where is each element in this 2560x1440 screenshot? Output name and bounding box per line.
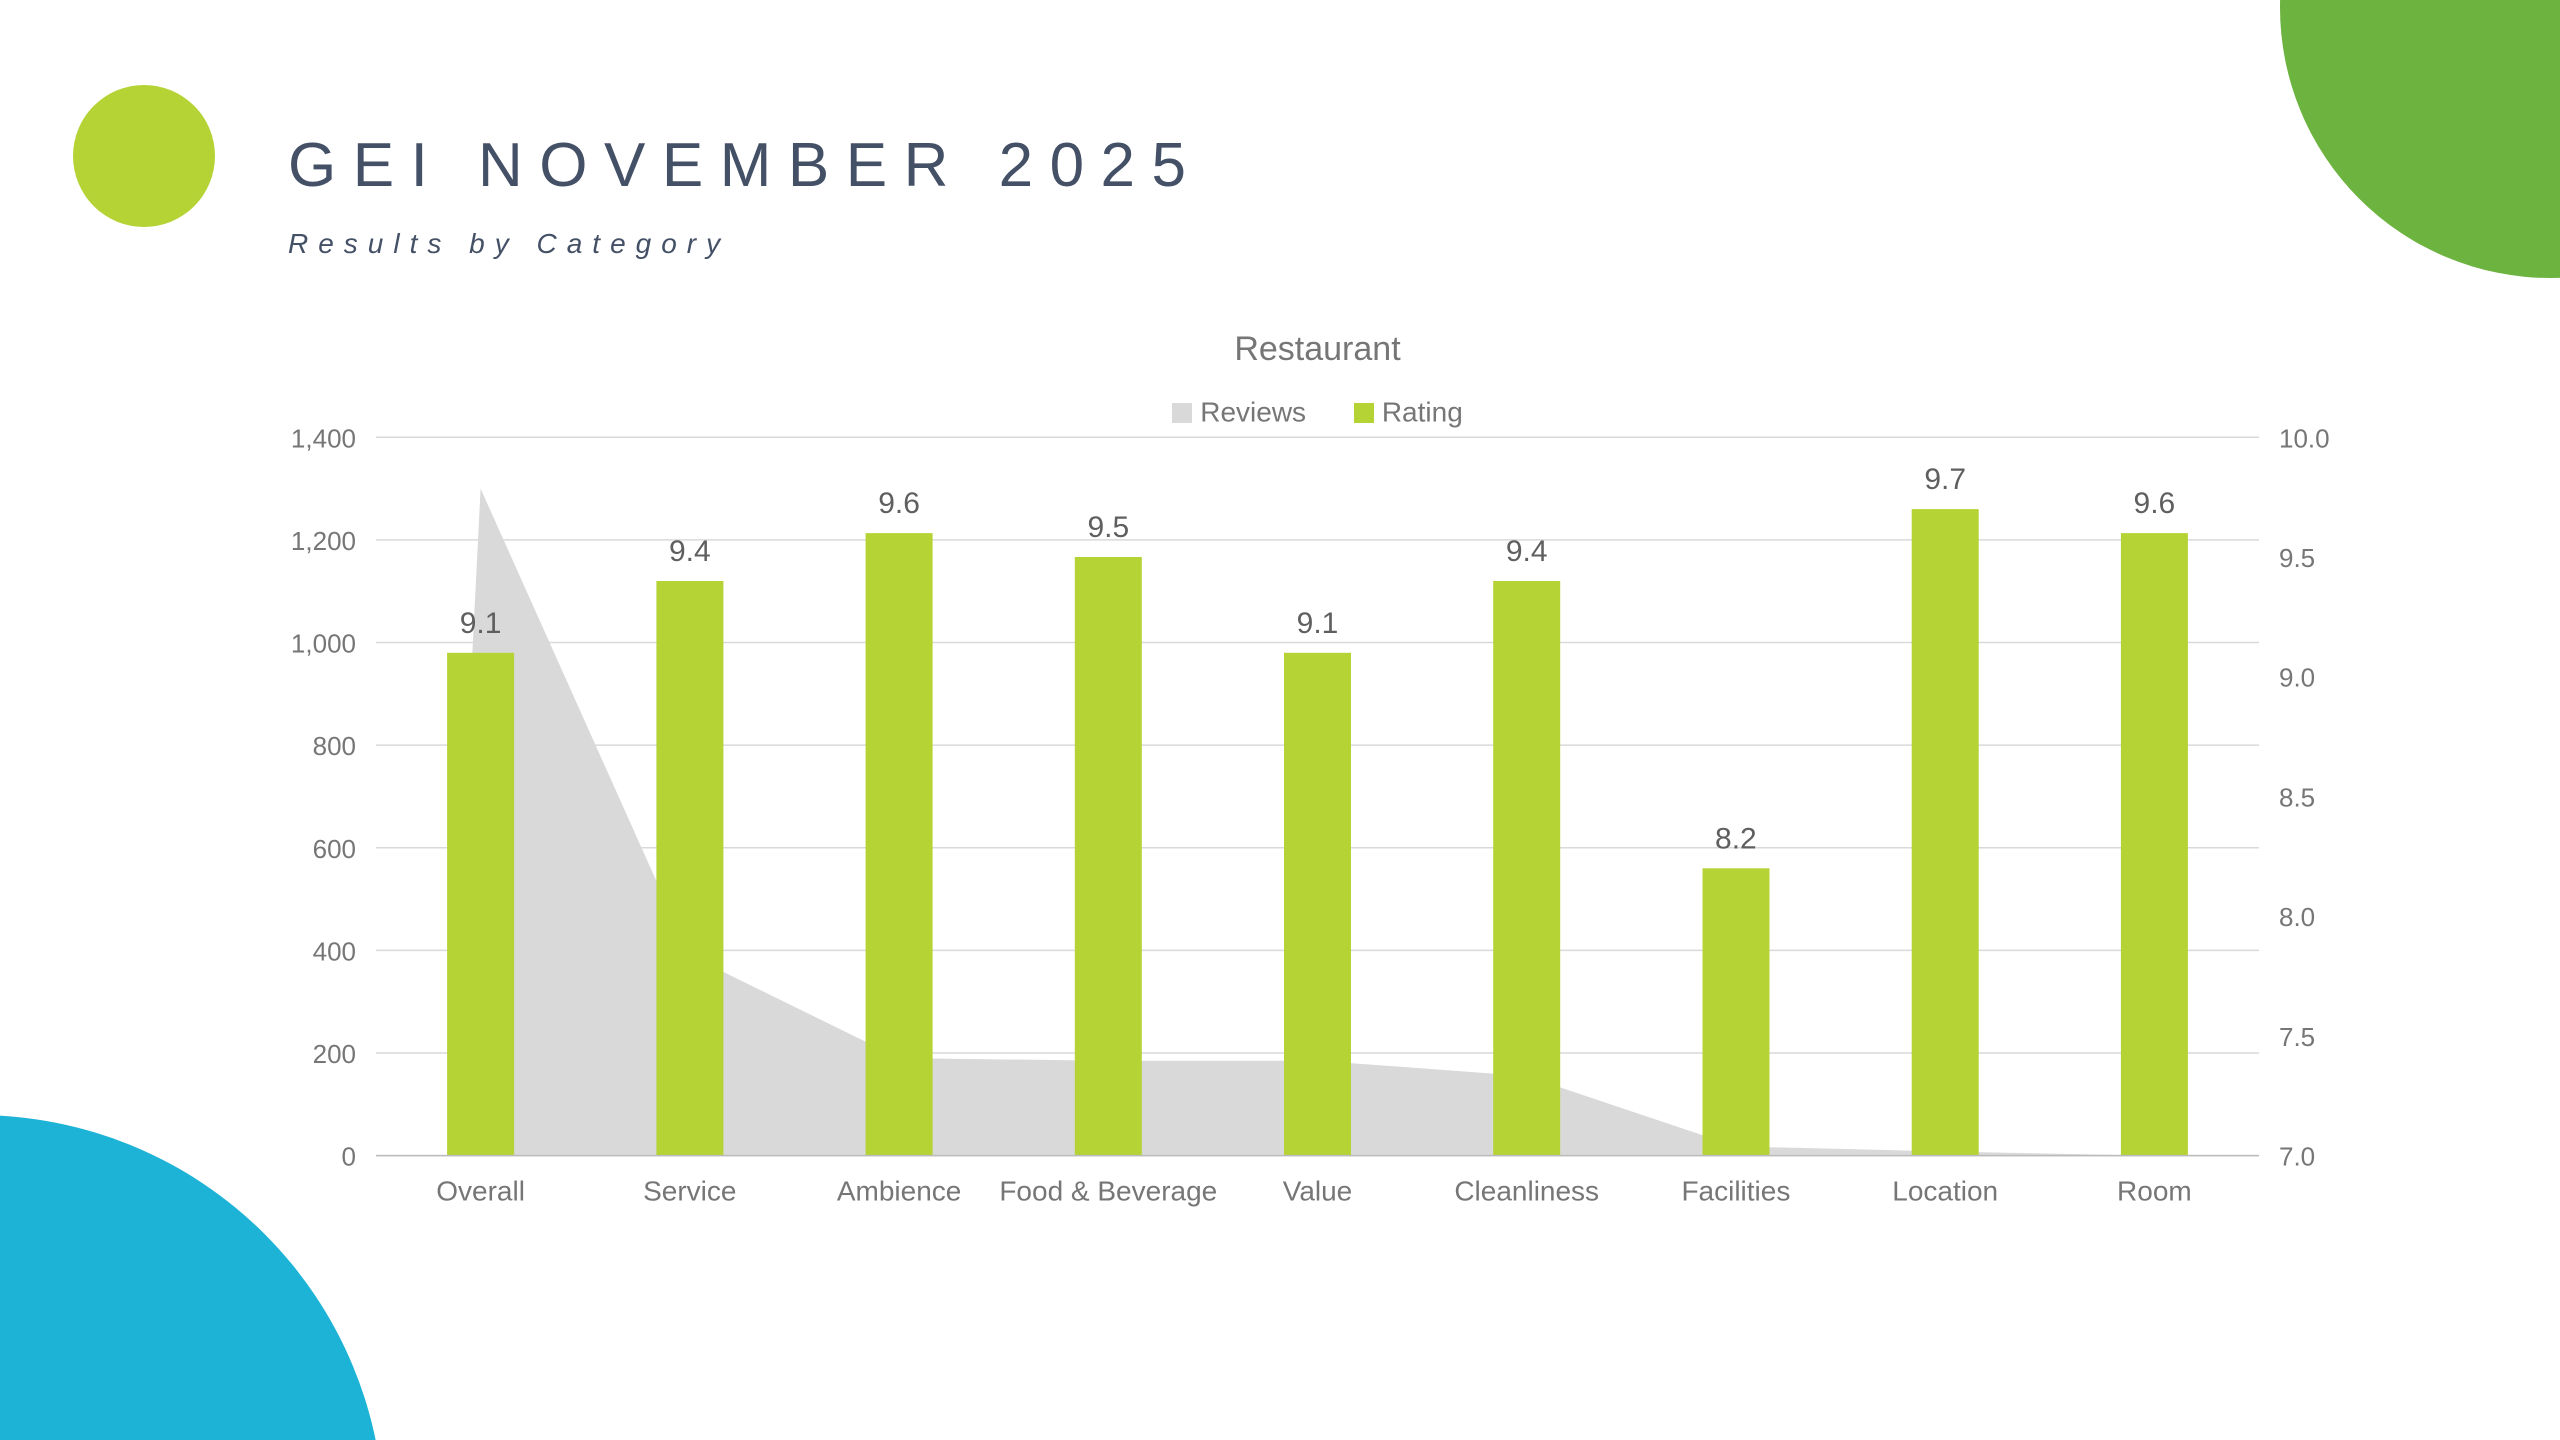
svg-text:9.4: 9.4 bbox=[1506, 535, 1548, 568]
svg-text:1,000: 1,000 bbox=[291, 629, 356, 659]
svg-text:9.6: 9.6 bbox=[2134, 487, 2176, 520]
svg-text:Facilities: Facilities bbox=[1681, 1176, 1790, 1207]
svg-text:200: 200 bbox=[313, 1039, 356, 1069]
svg-text:1,200: 1,200 bbox=[291, 526, 356, 556]
svg-text:Food & Beverage: Food & Beverage bbox=[999, 1176, 1217, 1207]
svg-text:Overall: Overall bbox=[436, 1176, 525, 1207]
svg-text:1,400: 1,400 bbox=[291, 423, 356, 453]
svg-text:Ambience: Ambience bbox=[837, 1176, 962, 1207]
svg-text:0: 0 bbox=[342, 1142, 356, 1172]
svg-text:8.5: 8.5 bbox=[2279, 782, 2315, 812]
svg-text:9.5: 9.5 bbox=[2279, 543, 2315, 573]
svg-text:Location: Location bbox=[1892, 1176, 1998, 1207]
svg-text:9.1: 9.1 bbox=[460, 607, 502, 640]
svg-text:9.5: 9.5 bbox=[1087, 511, 1129, 544]
svg-text:Cleanliness: Cleanliness bbox=[1454, 1176, 1599, 1207]
svg-text:Value: Value bbox=[1283, 1176, 1353, 1207]
svg-text:9.1: 9.1 bbox=[1297, 607, 1339, 640]
svg-text:9.4: 9.4 bbox=[669, 535, 711, 568]
svg-text:600: 600 bbox=[313, 834, 356, 864]
svg-text:10.0: 10.0 bbox=[2279, 423, 2330, 453]
svg-text:9.0: 9.0 bbox=[2279, 663, 2315, 693]
svg-text:800: 800 bbox=[313, 731, 356, 761]
svg-text:7.0: 7.0 bbox=[2279, 1142, 2315, 1172]
svg-text:9.7: 9.7 bbox=[1924, 463, 1966, 496]
svg-text:8.2: 8.2 bbox=[1715, 822, 1757, 855]
svg-text:Room: Room bbox=[2117, 1176, 2192, 1207]
svg-text:9.6: 9.6 bbox=[878, 487, 920, 520]
svg-text:400: 400 bbox=[313, 936, 356, 966]
svg-text:8.0: 8.0 bbox=[2279, 902, 2315, 932]
svg-text:Service: Service bbox=[643, 1176, 736, 1207]
svg-text:7.5: 7.5 bbox=[2279, 1022, 2315, 1052]
